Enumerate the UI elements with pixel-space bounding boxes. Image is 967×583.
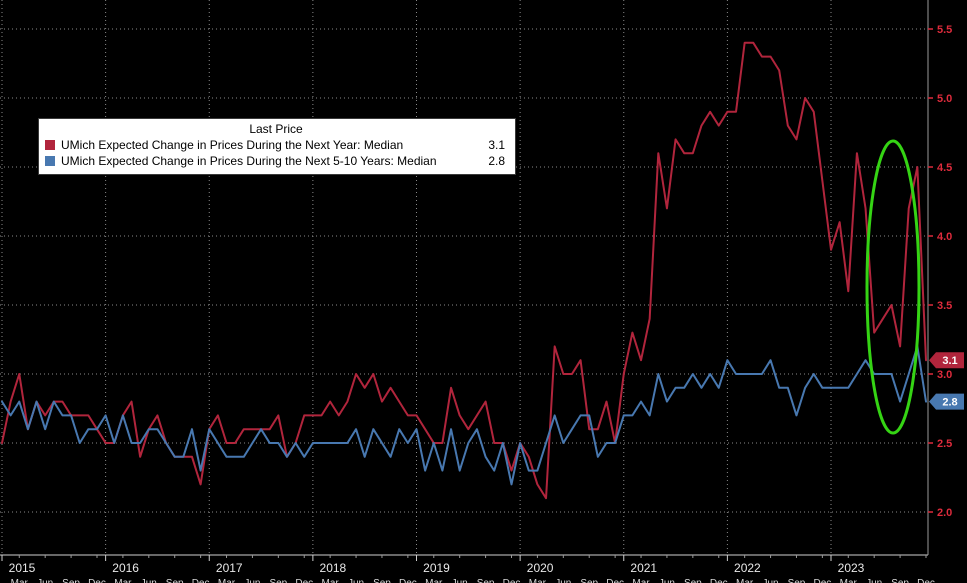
legend-label-5-10-years: UMich Expected Change in Prices During t… <box>61 154 437 168</box>
svg-text:Dec: Dec <box>710 578 728 583</box>
svg-text:Sep: Sep <box>166 578 184 583</box>
legend-title: Last Price <box>249 122 303 136</box>
series-line-next-year <box>1 41 927 500</box>
red-series-swatch-icon <box>45 140 55 150</box>
gridlines <box>0 0 928 555</box>
price-badge-3.1: 3.1 <box>929 352 964 369</box>
svg-text:2016: 2016 <box>112 561 139 575</box>
svg-text:Dec: Dec <box>88 578 106 583</box>
y-axis-labels: 2.0 2.5 3.0 3.5 4.0 4.5 5.0 5.5 <box>928 24 952 519</box>
svg-text:2.5: 2.5 <box>937 438 952 450</box>
series-line-5-10-years <box>1 345 927 486</box>
svg-text:2017: 2017 <box>216 561 243 575</box>
svg-text:3.1: 3.1 <box>942 355 957 367</box>
svg-text:Dec: Dec <box>813 578 831 583</box>
svg-text:Dec: Dec <box>917 578 935 583</box>
svg-text:Sep: Sep <box>62 578 80 583</box>
svg-text:Mar: Mar <box>114 578 132 583</box>
svg-text:Sep: Sep <box>684 578 702 583</box>
svg-text:Mar: Mar <box>11 578 29 583</box>
legend: Last Price UMich Expected Change in Pric… <box>38 118 516 175</box>
svg-text:Jun: Jun <box>452 578 468 583</box>
svg-text:Mar: Mar <box>218 578 236 583</box>
axes <box>0 0 929 556</box>
svg-text:2023: 2023 <box>838 561 865 575</box>
legend-item-5-10-years: UMich Expected Change in Prices During t… <box>45 153 507 169</box>
svg-text:2018: 2018 <box>320 561 347 575</box>
svg-text:Dec: Dec <box>295 578 313 583</box>
svg-text:Jun: Jun <box>348 578 364 583</box>
svg-text:2022: 2022 <box>734 561 761 575</box>
legend-value-next-year: 3.1 <box>488 138 505 152</box>
svg-text:Mar: Mar <box>840 578 858 583</box>
svg-text:Jun: Jun <box>555 578 571 583</box>
svg-text:Jun: Jun <box>659 578 675 583</box>
svg-text:3.0: 3.0 <box>937 369 952 381</box>
svg-text:Dec: Dec <box>606 578 624 583</box>
svg-text:2021: 2021 <box>630 561 657 575</box>
svg-text:Jun: Jun <box>244 578 260 583</box>
svg-text:Jun: Jun <box>37 578 53 583</box>
legend-label-next-year: UMich Expected Change in Prices During t… <box>61 138 404 152</box>
svg-text:Dec: Dec <box>503 578 521 583</box>
svg-text:Mar: Mar <box>322 578 340 583</box>
legend-item-next-year: UMich Expected Change in Prices During t… <box>45 137 507 153</box>
svg-text:Sep: Sep <box>477 578 495 583</box>
svg-text:Jun: Jun <box>762 578 778 583</box>
svg-text:2.0: 2.0 <box>937 507 952 519</box>
blue-series-swatch-icon <box>45 156 55 166</box>
svg-text:Mar: Mar <box>529 578 547 583</box>
svg-text:4.5: 4.5 <box>937 162 952 174</box>
svg-text:Sep: Sep <box>580 578 598 583</box>
svg-text:Sep: Sep <box>891 578 909 583</box>
svg-text:Sep: Sep <box>788 578 806 583</box>
svg-text:Mar: Mar <box>736 578 754 583</box>
svg-text:Sep: Sep <box>269 578 287 583</box>
svg-text:4.0: 4.0 <box>937 231 952 243</box>
svg-text:Sep: Sep <box>373 578 391 583</box>
svg-text:5.0: 5.0 <box>937 93 952 105</box>
svg-text:2015: 2015 <box>9 561 36 575</box>
svg-text:Jun: Jun <box>141 578 157 583</box>
svg-text:Dec: Dec <box>192 578 210 583</box>
svg-text:5.5: 5.5 <box>937 24 952 36</box>
highlight-ellipse-annotation <box>865 139 921 435</box>
svg-text:Mar: Mar <box>632 578 650 583</box>
svg-text:2.8: 2.8 <box>942 397 957 409</box>
svg-text:Dec: Dec <box>399 578 417 583</box>
legend-value-5-10-years: 2.8 <box>488 154 505 168</box>
price-badge-2.8: 2.8 <box>929 393 964 410</box>
x-axis-labels: 2015 Mar Jun Sep Dec 2016 Mar Jun Sep Dec 2017 Mar J… <box>1 555 935 583</box>
svg-text:2019: 2019 <box>423 561 450 575</box>
svg-text:Jun: Jun <box>866 578 882 583</box>
svg-text:2020: 2020 <box>527 561 554 575</box>
svg-text:Mar: Mar <box>425 578 443 583</box>
svg-text:3.5: 3.5 <box>937 300 952 312</box>
